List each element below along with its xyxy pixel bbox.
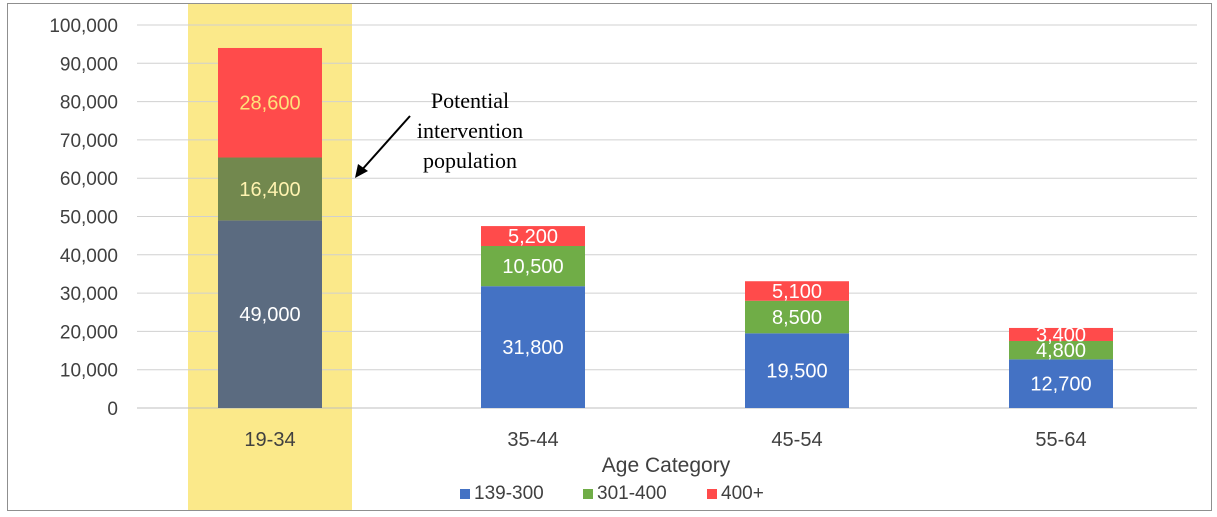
annotation-arrow-head bbox=[355, 164, 368, 178]
data-label: 10,500 bbox=[502, 256, 563, 278]
y-tick-label: 60,000 bbox=[60, 169, 118, 190]
bar-segment bbox=[745, 333, 849, 408]
bar-segment bbox=[745, 281, 849, 301]
data-label: 5,200 bbox=[508, 226, 558, 248]
y-tick-label: 90,000 bbox=[60, 54, 118, 75]
y-tick-label: 30,000 bbox=[60, 284, 118, 305]
data-label: 16,400 bbox=[239, 179, 300, 201]
data-label: 28,600 bbox=[239, 93, 300, 115]
data-label: 49,000 bbox=[239, 304, 300, 326]
x-axis-ticks: 19-34 35-44 45-54 55-64 bbox=[244, 429, 1086, 451]
y-tick-label: 70,000 bbox=[60, 131, 118, 152]
bar-segment bbox=[218, 47, 322, 158]
data-label: 3,400 bbox=[1036, 324, 1086, 346]
data-label: 5,100 bbox=[772, 281, 822, 303]
legend-label: 400+ bbox=[721, 483, 764, 504]
y-tick-label: 0 bbox=[107, 399, 118, 420]
data-label: 31,800 bbox=[502, 337, 563, 359]
data-label: 12,700 bbox=[1030, 374, 1091, 396]
bar-segment bbox=[1009, 340, 1113, 360]
bars: 49,000 16,400 28,600 31,800 10,500 5,200 19,50… bbox=[218, 47, 1113, 408]
x-tick-label: 35-44 bbox=[507, 429, 558, 451]
legend-swatch bbox=[583, 489, 593, 499]
bar-segment bbox=[1009, 327, 1113, 341]
bar-segment bbox=[481, 286, 585, 408]
legend-label: 301-400 bbox=[597, 483, 667, 504]
data-label: 4,800 bbox=[1036, 340, 1086, 362]
annotation-arrow-line bbox=[359, 115, 411, 173]
x-tick-label: 45-54 bbox=[771, 429, 822, 451]
annotation-line-2: intervention bbox=[417, 118, 523, 143]
bar-segment bbox=[481, 226, 585, 246]
x-axis-title: Age Category bbox=[602, 454, 731, 477]
annotation-line-3: population bbox=[423, 148, 517, 173]
y-axis-ticks: 0 10,000 20,000 30,000 40,000 50,000 60,000 70,… bbox=[49, 16, 118, 420]
x-tick-label: 55-64 bbox=[1035, 429, 1086, 451]
annotation: Potential intervention population bbox=[355, 88, 523, 178]
bar-segment bbox=[745, 300, 849, 334]
legend-swatch bbox=[460, 489, 470, 499]
y-tick-label: 50,000 bbox=[60, 208, 118, 229]
bar-segment bbox=[481, 245, 585, 287]
annotation-line-1: Potential bbox=[431, 88, 509, 113]
y-tick-label: 100,000 bbox=[49, 16, 118, 37]
bar-segment bbox=[218, 157, 322, 221]
data-label: 8,500 bbox=[772, 307, 822, 329]
bar-segment bbox=[1009, 359, 1113, 408]
y-tick-label: 40,000 bbox=[60, 246, 118, 267]
x-tick-label: 19-34 bbox=[244, 429, 295, 451]
legend: 139-300 301-400 400+ bbox=[460, 483, 764, 504]
data-label: 19,500 bbox=[766, 361, 827, 383]
bar-segment bbox=[218, 220, 322, 408]
legend-label: 139-300 bbox=[474, 483, 544, 504]
y-tick-label: 10,000 bbox=[60, 361, 118, 382]
y-tick-label: 20,000 bbox=[60, 322, 118, 343]
y-tick-label: 80,000 bbox=[60, 93, 118, 114]
legend-swatch bbox=[707, 489, 717, 499]
